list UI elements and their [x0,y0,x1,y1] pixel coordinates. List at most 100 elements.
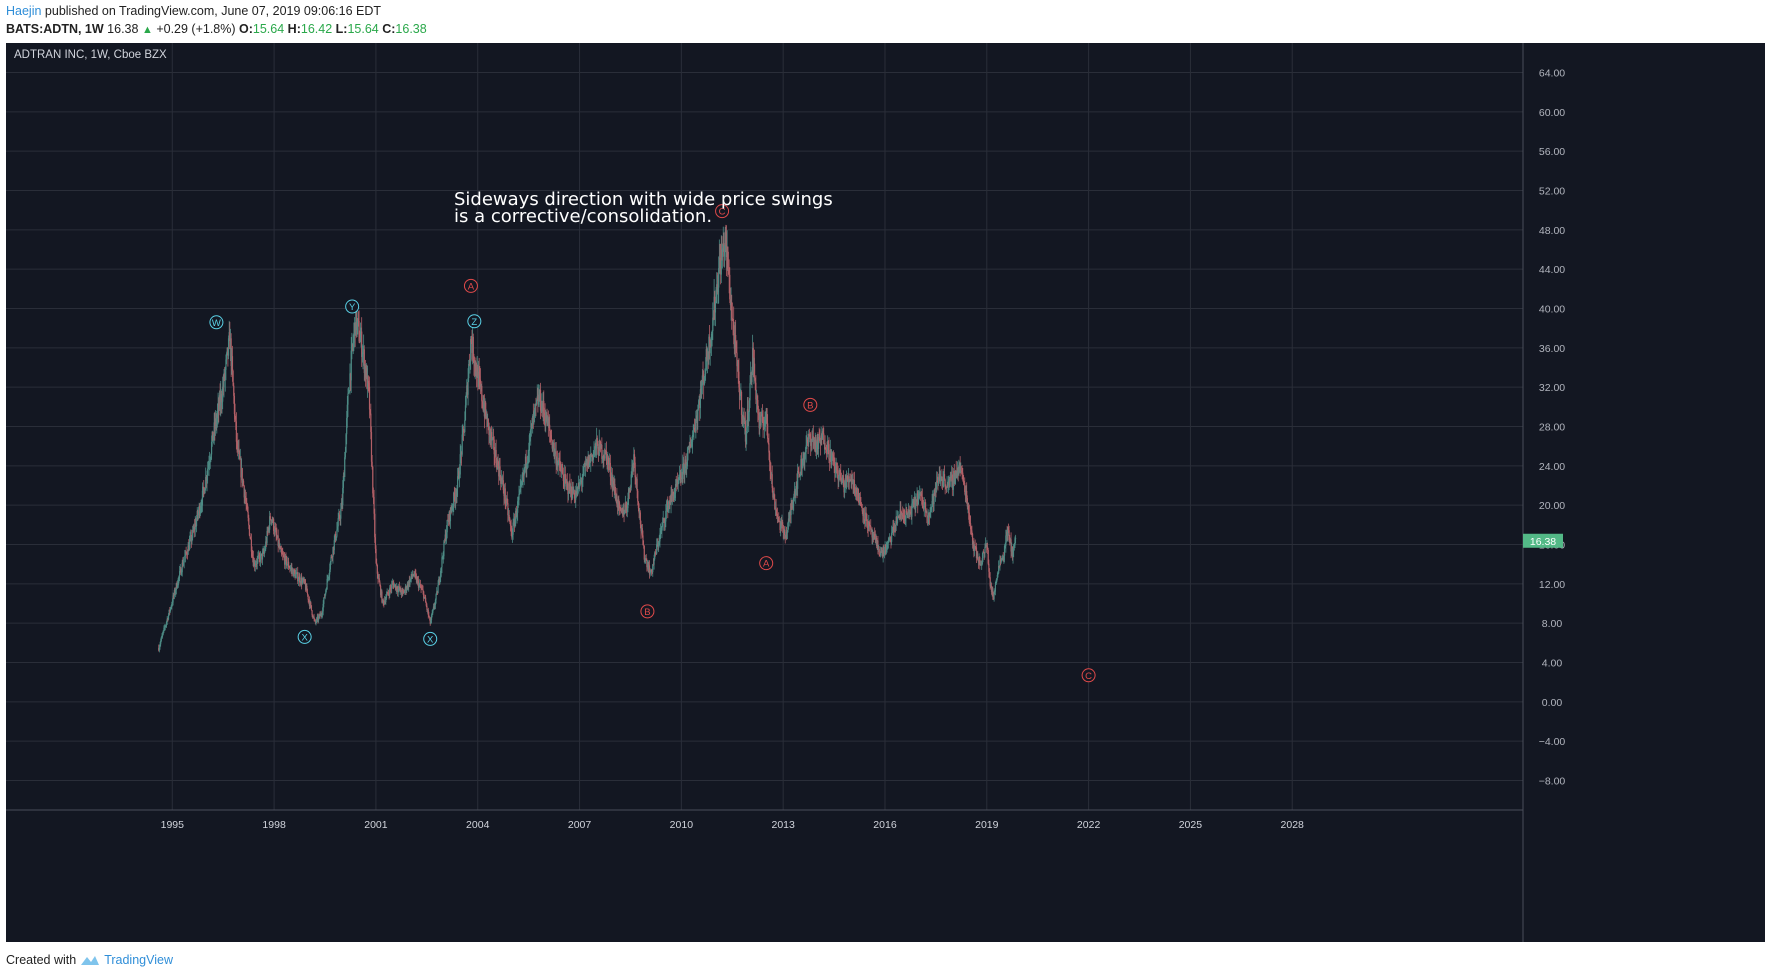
candle-body [505,498,508,504]
price-change: +0.29 (+1.8%) [156,22,236,36]
candle-body [787,523,789,533]
candle-body [318,614,320,617]
candle-body [569,482,571,492]
candle-body [896,516,898,524]
candle-body [585,462,587,464]
candle-body [361,354,363,357]
price-axis[interactable]: 64.00 60.00 56.00 52.00 48.00 44.00 40.00 36.00… [1539,68,1566,788]
low-value: 15.64 [347,22,379,36]
open-label: O: [239,22,253,36]
wave-label-y[interactable]: Y [345,299,360,314]
candle-body [242,480,244,483]
high-value: 16.42 [300,22,333,36]
candle-body [942,478,944,486]
candle-body [890,539,892,542]
candle-body [220,393,222,406]
candle-body [624,511,626,515]
candle-body [504,488,506,502]
y-tick-label: 40.00 [1539,304,1565,316]
candle-body [391,583,393,585]
candle-body [840,478,842,484]
wave-label-a[interactable]: A [759,556,774,571]
candle-body [494,454,496,457]
wave-label-z[interactable]: Z [467,314,482,329]
candle-body [683,462,685,475]
candle-body [160,640,162,645]
candle-body [679,472,681,475]
price-chart[interactable]: W Y Z X X A C B A B C 64.00 60.00 56.00 52.00 48.00 44.… [6,43,1765,942]
candle-body [909,511,912,513]
candle-body [327,577,330,579]
candle-body [766,408,768,424]
candle-body [807,441,809,444]
candle-body [478,371,480,376]
candle-body [190,535,192,542]
candle-body [628,488,630,499]
author-link[interactable]: Haejin [6,4,42,18]
candle-body [236,441,238,443]
candle-body [421,588,423,590]
candle-body [347,393,349,405]
candle-body [969,522,971,524]
candle-body [316,616,318,619]
candle-body [300,577,302,584]
annotation-line-2[interactable]: is a corrective/consolidation. [454,206,712,227]
candle-body [575,491,578,495]
candle-body [618,499,620,503]
candle-body [764,419,766,424]
candle-body [691,434,694,442]
candle-body [464,420,466,433]
candle-body [923,503,925,510]
candle-body [561,470,563,471]
candle-body [515,510,517,517]
wave-label-b[interactable]: B [803,397,818,412]
candle-body [645,558,647,561]
candle-body [634,462,636,478]
candle-body [298,576,300,580]
candle-body [765,413,767,420]
wave-label-b[interactable]: B [640,604,655,619]
candle-body [671,491,673,496]
candle-body [256,563,258,565]
wave-label-a[interactable]: A [463,278,478,293]
candle-body [244,496,246,498]
candle-body [592,452,594,460]
candle-body [992,596,995,600]
candle-body [604,449,606,459]
candle-body [752,347,754,373]
candle-body [510,525,512,530]
candle-body [838,469,841,476]
candle-body [396,590,399,592]
wave-label-x[interactable]: X [297,629,312,644]
candle-body [207,465,209,469]
tradingview-link[interactable]: TradingView [104,953,173,967]
candle-body [727,269,730,275]
candle-body [560,467,562,472]
candle-body [774,498,776,510]
candle-body [340,502,343,509]
candle-body [637,490,639,502]
wave-label-c[interactable]: C [715,204,730,219]
candle-body [275,529,277,535]
candle-body [872,535,874,538]
candle-body [1014,538,1016,546]
candle-body [715,289,717,303]
candle-body [479,375,481,380]
chart-container[interactable]: W Y Z X X A C B A B C 64.00 60.00 56.00 52.00 48.00 44.… [6,43,1765,942]
time-axis[interactable]: 1995 1998 2001 2004 2007 2010 2013 2016 2019 2022… [161,819,1304,831]
candle-body [338,514,341,519]
candle-body [821,435,823,440]
candle-body [848,476,850,481]
wave-label-x[interactable]: X [423,631,438,646]
candle-body [475,371,478,378]
candle-body [554,451,557,452]
candle-body [686,453,688,467]
wave-label-w[interactable]: W [209,315,224,330]
candle-body [815,444,818,453]
candle-body [621,507,623,513]
candle-body [224,372,226,379]
annotation-line-1[interactable]: Sideways direction with wide price swing… [454,189,833,210]
wave-label-circle [467,314,482,329]
candle-body [178,576,180,579]
wave-label-c[interactable]: C [1081,668,1096,683]
